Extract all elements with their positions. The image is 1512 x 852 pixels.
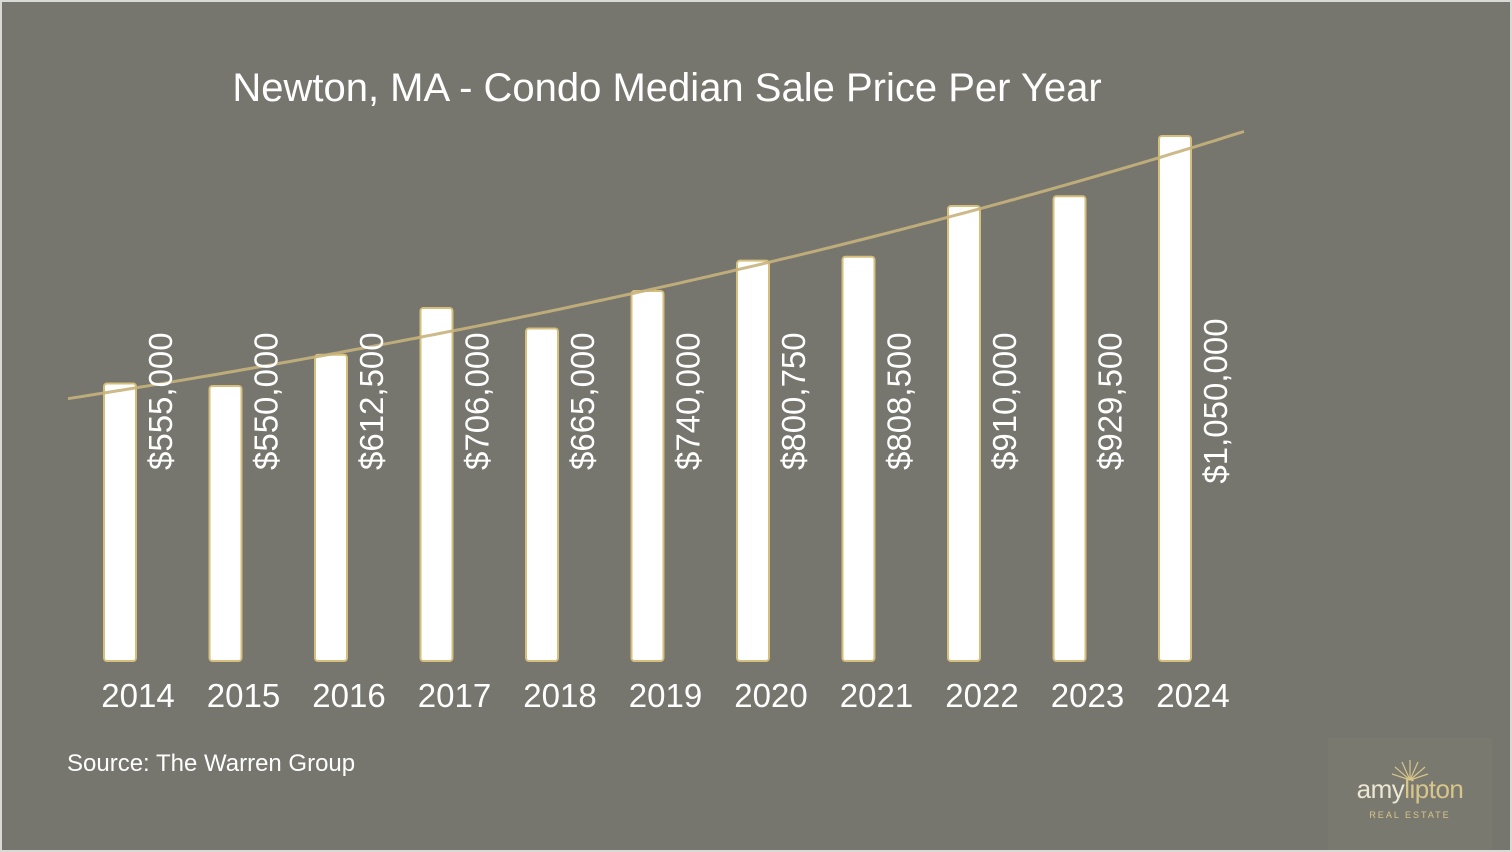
data-label-2014: $555,000 [142, 332, 179, 470]
tick-label-2018: 2018 [523, 677, 596, 714]
logo-wordmark: amylipton [1328, 774, 1492, 804]
tick-label-2016: 2016 [312, 677, 385, 714]
bar-2024 [1158, 135, 1192, 662]
tick-label-2021: 2021 [840, 677, 913, 714]
tick-label-2017: 2017 [418, 677, 491, 714]
data-label-2020: $800,750 [775, 332, 812, 470]
bar-2015 [208, 385, 243, 662]
sunburst-icon [1391, 760, 1429, 781]
data-label-2015: $550,000 [248, 332, 285, 470]
data-label-2017: $706,000 [459, 332, 496, 470]
tick-label-2020: 2020 [734, 677, 807, 714]
company-logo: amylipton REAL ESTATE [1328, 738, 1492, 850]
bar-2021 [841, 255, 876, 662]
tick-label-2024: 2024 [1156, 677, 1229, 714]
bar-2018 [525, 327, 559, 662]
tick-labels-layer: 2014 2015 2016 2017 2018 2019 2020 2021 2022 2023… [101, 677, 1229, 714]
labels-layer: $555,000 $550,000 $612,500 $706,000 $665,000… [142, 318, 1234, 483]
bar-2019 [630, 290, 665, 662]
bars-layer [103, 135, 1192, 662]
bar-2014 [103, 382, 137, 662]
data-label-2023: $929,500 [1092, 332, 1129, 470]
logo-word-lipton: lipton [1404, 774, 1464, 804]
bar-2020 [736, 259, 770, 662]
chart-title: Newton, MA - Condo Median Sale Price Per… [232, 66, 1102, 110]
trendline [67, 130, 1245, 401]
bar-2022 [947, 205, 981, 662]
tick-label-2019: 2019 [629, 677, 702, 714]
data-label-2021: $808,500 [881, 332, 918, 470]
bar-2017 [419, 307, 454, 662]
source-note: Source: The Warren Group [67, 750, 356, 777]
tick-label-2015: 2015 [207, 677, 280, 714]
tick-label-2022: 2022 [945, 677, 1018, 714]
logo-subtitle: REAL ESTATE [1369, 810, 1451, 820]
bar-2016 [314, 353, 348, 662]
bar-2023 [1052, 195, 1087, 662]
tick-label-2023: 2023 [1051, 677, 1124, 714]
tick-label-2014: 2014 [101, 677, 174, 714]
data-label-2018: $665,000 [564, 332, 601, 470]
data-label-2022: $910,000 [986, 332, 1023, 470]
data-label-2019: $740,000 [670, 332, 707, 470]
logo-word-amy: amy [1356, 774, 1405, 804]
data-label-2016: $612,500 [353, 332, 390, 470]
data-label-2024: $1,050,000 [1197, 318, 1234, 483]
